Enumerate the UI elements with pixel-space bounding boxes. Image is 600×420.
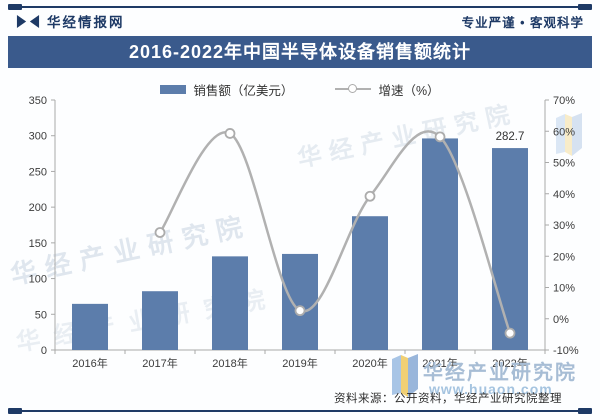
- y-axis-right-label: 40%: [553, 189, 575, 201]
- y-axis-left-label: 100: [29, 274, 47, 286]
- x-axis-label: 2021年: [422, 356, 457, 370]
- top-border-cap-left: [8, 4, 22, 10]
- y-axis-right-label: 10%: [553, 283, 575, 295]
- growth-marker-2018年: [224, 128, 236, 139]
- legend-item-sales: 销售额（亿美元）: [160, 80, 293, 99]
- header-slogan: 专业严谨 • 客观科学: [461, 15, 584, 30]
- bar-value-label: 282.7: [496, 131, 525, 143]
- watermark-logo-icon: [556, 113, 582, 156]
- brand-bowtie-icon: [16, 14, 40, 28]
- bar-2019年: [282, 253, 318, 350]
- growth-marker-2017年: [154, 227, 166, 238]
- y-axis-right-label: -10%: [553, 345, 579, 357]
- y-axis-left-label: 0: [41, 345, 47, 357]
- legend-label-sales: 销售额（亿美元）: [193, 83, 294, 98]
- y-axis-left-label: 200: [29, 202, 47, 214]
- watermark-corner: 华经产业研究院 www.huaon.com: [392, 353, 597, 405]
- bar-2018年: [212, 256, 248, 350]
- x-axis-label: 2018年: [212, 356, 247, 370]
- x-axis-label: 2017年: [142, 356, 177, 370]
- legend-label-growth: 增速（%）: [378, 83, 440, 98]
- y-axis-left-label: 350: [29, 95, 47, 107]
- legend: 销售额（亿美元） 增速（%）: [0, 80, 600, 98]
- y-axis-left-label: 150: [29, 238, 47, 250]
- y-axis-right-label: 70%: [553, 95, 575, 107]
- bottom-border-line: [8, 408, 592, 414]
- legend-line-marker-icon: [335, 84, 372, 93]
- watermark-logo-icon: [392, 354, 418, 397]
- x-axis-label: 2019年: [282, 356, 317, 370]
- growth-marker-2020年: [364, 190, 376, 202]
- y-axis-right-label: 0%: [553, 314, 569, 326]
- legend-item-growth: 增速（%）: [335, 80, 440, 99]
- watermark-name: 华经产业研究院: [423, 362, 577, 384]
- bottom-border-cap-right: [578, 408, 592, 414]
- bar-2022年: [492, 148, 528, 350]
- growth-marker-2021年: [434, 131, 446, 143]
- y-axis-left-label: 50: [35, 309, 47, 321]
- growth-line: [158, 130, 512, 334]
- x-axis-label: 2022年: [492, 356, 527, 370]
- y-axis-right-label: 50%: [553, 158, 575, 170]
- header: 华经情报网 专业严谨 • 客观科学: [16, 11, 584, 31]
- y-axis-right-label: 60%: [553, 126, 575, 138]
- brand-name: 华经情报网: [47, 15, 125, 30]
- chart-title: 2016-2022年中国半导体设备销售额统计: [8, 36, 592, 68]
- bar-2021年: [422, 138, 458, 350]
- x-axis-label: 2020年: [352, 356, 387, 370]
- growth-marker-2019年: [294, 305, 306, 317]
- y-axis-right-label: 20%: [553, 251, 575, 263]
- bar-2020年: [352, 216, 388, 350]
- bar-2016年: [72, 303, 108, 350]
- y-axis-left-label: 300: [29, 131, 47, 143]
- watermark-url: www.huaon.com: [429, 381, 553, 397]
- top-border-line: [8, 4, 592, 10]
- bar-2017年: [142, 291, 178, 350]
- x-axis-label: 2016年: [72, 356, 107, 370]
- y-axis-left-label: 250: [29, 166, 47, 178]
- legend-bar-swatch-icon: [160, 84, 187, 94]
- top-border-cap-right: [578, 4, 592, 10]
- brand: 华经情报网: [16, 11, 125, 31]
- source-note: 资料来源：公开资料，华经产业研究院整理: [334, 393, 562, 405]
- bottom-border-cap-left: [8, 408, 22, 414]
- growth-marker-2022年: [504, 327, 516, 339]
- y-axis-right-label: 30%: [553, 220, 575, 232]
